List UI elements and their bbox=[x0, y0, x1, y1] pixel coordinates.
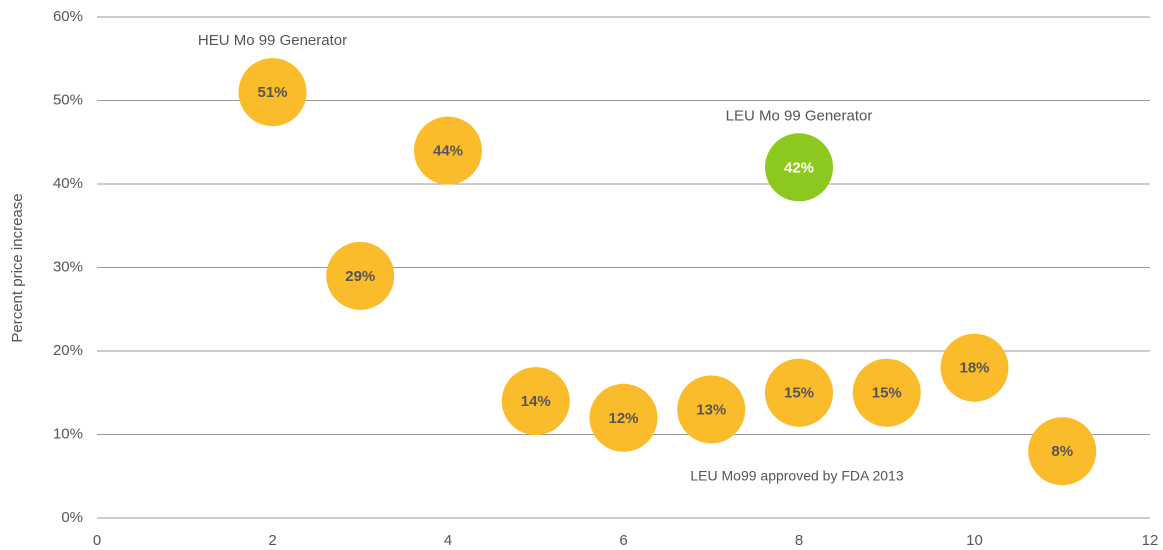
bubble bbox=[677, 375, 746, 444]
bubble bbox=[765, 133, 833, 202]
y-tick-label: 0% bbox=[61, 509, 83, 526]
y-tick-label: 40% bbox=[53, 175, 83, 192]
y-tick-label: 50% bbox=[53, 91, 83, 108]
series-label: LEU Mo 99 Generator bbox=[726, 107, 873, 124]
bubble bbox=[940, 333, 1009, 402]
data-label: 14% bbox=[521, 393, 551, 410]
data-label: 15% bbox=[872, 385, 902, 402]
data-label: 44% bbox=[433, 143, 463, 160]
series-label: HEU Mo 99 Generator bbox=[198, 32, 347, 49]
x-tick-label: 0 bbox=[93, 532, 101, 549]
y-tick-label: 20% bbox=[53, 342, 83, 359]
x-tick-label: 2 bbox=[268, 532, 276, 549]
bubble bbox=[765, 358, 833, 427]
bubble bbox=[326, 241, 395, 310]
bubble bbox=[852, 358, 921, 427]
x-tick-label: 4 bbox=[444, 532, 452, 549]
annotation: LEU Mo99 approved by FDA 2013 bbox=[690, 468, 903, 484]
data-label: 29% bbox=[345, 268, 375, 285]
bubble bbox=[1028, 417, 1097, 486]
y-tick-label: 30% bbox=[53, 258, 83, 275]
data-label: 18% bbox=[959, 360, 989, 377]
x-tick-label: 12 bbox=[1142, 532, 1159, 549]
y-tick-label: 10% bbox=[53, 425, 83, 442]
data-label: 12% bbox=[608, 410, 638, 427]
x-tick-label: 8 bbox=[795, 532, 803, 549]
bubble bbox=[414, 116, 482, 185]
data-label: 51% bbox=[257, 84, 287, 101]
x-tick-label: 10 bbox=[966, 532, 983, 549]
bubble bbox=[501, 367, 570, 436]
data-label: 42% bbox=[784, 159, 814, 176]
data-label: 8% bbox=[1051, 443, 1073, 460]
y-tick-label: 60% bbox=[53, 8, 83, 25]
x-tick-label: 6 bbox=[619, 532, 627, 549]
bubble bbox=[589, 383, 658, 452]
y-axis-label: Percent price increase bbox=[9, 193, 26, 342]
data-label: 13% bbox=[696, 401, 726, 418]
data-label: 15% bbox=[784, 385, 814, 402]
bubble bbox=[238, 58, 307, 127]
